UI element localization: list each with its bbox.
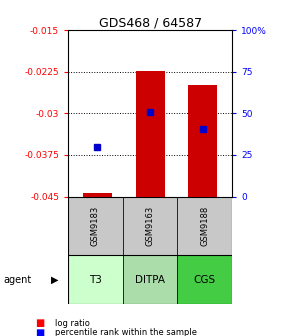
Text: percentile rank within the sample: percentile rank within the sample [55,328,197,336]
Text: agent: agent [3,275,31,285]
Text: ■: ■ [35,328,44,336]
Title: GDS468 / 64587: GDS468 / 64587 [99,16,202,29]
FancyBboxPatch shape [177,197,232,255]
FancyBboxPatch shape [123,197,177,255]
Text: GSM9188: GSM9188 [200,206,209,246]
Bar [135,71,165,197]
Bar [188,85,218,197]
Text: GSM9183: GSM9183 [91,206,100,246]
FancyBboxPatch shape [68,255,123,304]
FancyBboxPatch shape [123,255,177,304]
Text: DITPA: DITPA [135,275,165,285]
FancyBboxPatch shape [177,255,232,304]
Text: ▶: ▶ [51,275,59,285]
Text: ■: ■ [35,318,44,328]
Bar [83,193,112,197]
Text: log ratio: log ratio [55,319,90,328]
FancyBboxPatch shape [68,197,123,255]
Text: T3: T3 [89,275,102,285]
Text: CGS: CGS [194,275,216,285]
Text: GSM9163: GSM9163 [146,206,155,246]
